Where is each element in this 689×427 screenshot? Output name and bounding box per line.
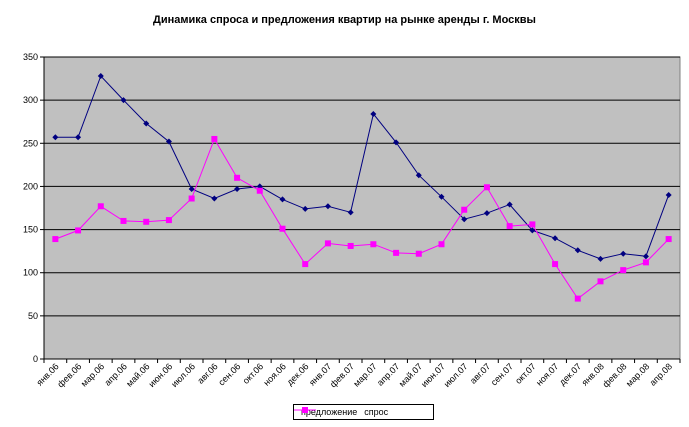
point-0-21 bbox=[529, 227, 536, 234]
point-1-7 bbox=[211, 135, 218, 142]
x-tick-label-23: дек.07 bbox=[557, 361, 583, 387]
x-tick-label-27: апр.08 bbox=[648, 361, 674, 387]
x-tick-label-21: окт.07 bbox=[513, 361, 538, 386]
x-tick-label-19: авг.07 bbox=[468, 361, 492, 385]
x-tick-label-11: дек.06 bbox=[285, 361, 311, 387]
x-tick-label-7: авг.06 bbox=[195, 361, 219, 385]
legend-marker-demand bbox=[294, 407, 316, 413]
point-1-20 bbox=[506, 223, 513, 230]
point-0-22 bbox=[552, 235, 559, 242]
x-tick-label-4: май.06 bbox=[124, 361, 151, 388]
point-0-5 bbox=[165, 138, 172, 145]
point-0-18 bbox=[461, 216, 468, 223]
point-1-24 bbox=[597, 278, 604, 285]
point-0-8 bbox=[234, 186, 241, 193]
point-1-2 bbox=[97, 203, 104, 210]
point-1-1 bbox=[75, 227, 82, 234]
point-0-24 bbox=[597, 255, 604, 262]
point-0-12 bbox=[324, 203, 331, 210]
point-1-6 bbox=[188, 195, 195, 202]
x-tick-label-5: июн.06 bbox=[147, 361, 175, 389]
legend-label-demand: спрос bbox=[364, 407, 389, 417]
point-1-11 bbox=[302, 261, 309, 268]
point-0-14 bbox=[370, 110, 377, 117]
y-tick-label-2: 100 bbox=[23, 268, 38, 278]
point-0-7 bbox=[211, 195, 218, 202]
x-tick-label-26: мар.08 bbox=[624, 361, 651, 388]
point-0-20 bbox=[506, 201, 513, 208]
point-0-6 bbox=[188, 186, 195, 193]
legend-item-demand: спрос bbox=[294, 407, 389, 417]
y-tick-label-5: 250 bbox=[23, 138, 38, 148]
y-tick-label-6: 300 bbox=[23, 95, 38, 105]
point-1-10 bbox=[279, 225, 286, 232]
point-1-22 bbox=[552, 261, 559, 268]
chart-title: Динамика спроса и предложения квартир на… bbox=[153, 14, 536, 26]
x-tick-label-14: мар.07 bbox=[351, 361, 378, 388]
x-tick-label-25: фев.08 bbox=[601, 361, 629, 389]
plot-area bbox=[43, 56, 681, 360]
point-1-3 bbox=[120, 217, 127, 224]
point-1-17 bbox=[438, 241, 445, 248]
point-1-15 bbox=[393, 249, 400, 256]
point-1-13 bbox=[347, 242, 354, 249]
y-tick-label-3: 150 bbox=[23, 225, 38, 235]
point-1-5 bbox=[165, 217, 172, 224]
point-1-12 bbox=[324, 240, 331, 247]
y-tick-label-7: 350 bbox=[23, 52, 38, 62]
point-0-10 bbox=[279, 196, 286, 203]
x-tick-label-2: мар.06 bbox=[79, 361, 106, 388]
point-0-19 bbox=[483, 210, 490, 217]
series-line-1 bbox=[55, 137, 669, 300]
point-0-25 bbox=[620, 250, 627, 257]
point-1-0 bbox=[52, 236, 59, 243]
point-0-13 bbox=[347, 209, 354, 216]
legend: предложение спрос bbox=[293, 404, 434, 420]
x-tick-label-13: фев.07 bbox=[328, 361, 356, 389]
y-tick-label-1: 50 bbox=[28, 311, 38, 321]
point-0-11 bbox=[302, 205, 309, 212]
point-0-27 bbox=[665, 192, 672, 199]
point-0-26 bbox=[642, 253, 649, 260]
point-0-17 bbox=[438, 193, 445, 200]
point-1-16 bbox=[415, 250, 422, 257]
x-tick-label-16: май.07 bbox=[397, 361, 424, 388]
point-0-0 bbox=[52, 134, 59, 141]
point-0-4 bbox=[143, 120, 150, 127]
x-tick-label-18: июл.07 bbox=[442, 361, 470, 389]
point-1-23 bbox=[574, 295, 581, 302]
point-1-14 bbox=[370, 241, 377, 248]
y-tick-label-0: 0 bbox=[33, 354, 38, 364]
x-tick-label-9: окт.06 bbox=[241, 361, 266, 386]
point-1-21 bbox=[529, 221, 536, 228]
point-0-3 bbox=[120, 97, 127, 104]
point-1-27 bbox=[665, 236, 672, 243]
x-tick-label-20: сен.07 bbox=[489, 361, 515, 387]
point-0-1 bbox=[75, 134, 82, 141]
series-line-0 bbox=[55, 75, 670, 260]
point-1-8 bbox=[234, 174, 241, 181]
x-tick-label-10: ноя.06 bbox=[261, 361, 287, 387]
point-1-4 bbox=[143, 218, 150, 225]
point-0-16 bbox=[415, 172, 422, 179]
x-tick-label-22: ноя.07 bbox=[534, 361, 560, 387]
point-0-15 bbox=[393, 139, 400, 146]
point-1-9 bbox=[256, 187, 263, 194]
x-tick-label-8: сен.06 bbox=[216, 361, 242, 387]
point-0-2 bbox=[97, 72, 104, 79]
point-1-18 bbox=[461, 206, 468, 213]
point-0-23 bbox=[574, 247, 581, 254]
x-tick-label-17: июн.07 bbox=[419, 361, 447, 389]
point-1-25 bbox=[620, 267, 627, 274]
x-tick-label-1: фев.06 bbox=[55, 361, 83, 389]
point-1-19 bbox=[483, 184, 490, 191]
y-tick-label-4: 200 bbox=[23, 181, 38, 191]
x-tick-label-6: июл.06 bbox=[169, 361, 197, 389]
legend-label-supply: предложение bbox=[301, 407, 358, 417]
x-tick-label-15: апр.07 bbox=[375, 361, 401, 387]
x-tick-label-3: апр.06 bbox=[102, 361, 128, 387]
point-1-26 bbox=[642, 259, 649, 266]
